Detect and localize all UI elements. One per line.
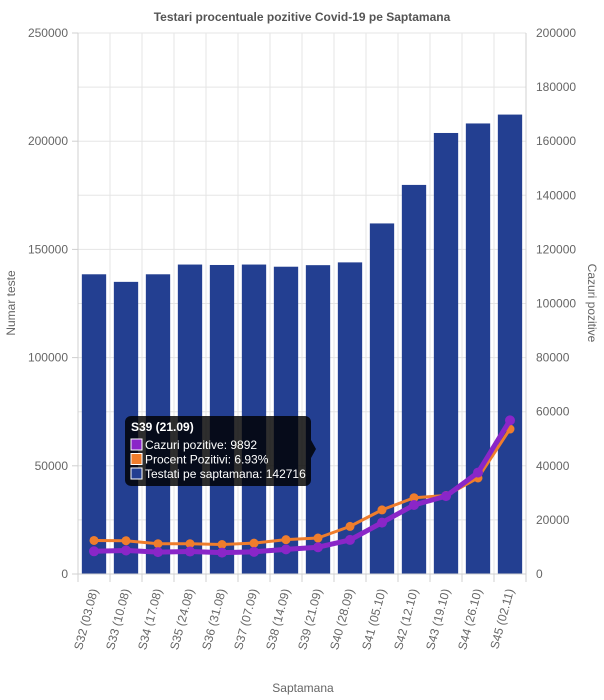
point-cazuri-6[interactable] bbox=[249, 546, 259, 557]
x-tick-label: S33 (10.08) bbox=[103, 587, 133, 651]
x-tick-label: S35 (24.08) bbox=[167, 587, 197, 651]
point-cazuri-8[interactable] bbox=[313, 542, 323, 553]
x-tick-label: S34 (17.08) bbox=[135, 587, 165, 651]
gridlines bbox=[77, 32, 527, 575]
point-procent-10[interactable] bbox=[377, 505, 387, 515]
y-right-tick-label: 180000 bbox=[536, 80, 576, 94]
point-cazuri-1[interactable] bbox=[89, 546, 99, 557]
bar-12[interactable] bbox=[433, 132, 459, 574]
tooltip-swatch bbox=[130, 453, 143, 465]
y-right-tick-label: 160000 bbox=[536, 134, 576, 148]
point-procent-6[interactable] bbox=[249, 538, 259, 548]
y-left-tick-label: 150000 bbox=[28, 242, 68, 256]
bar-1[interactable] bbox=[81, 274, 107, 574]
tooltip-title: S39 (21.09) bbox=[131, 420, 194, 434]
x-tick-label: S37 (07.09) bbox=[231, 587, 261, 651]
y-axis-left-title: Numar teste bbox=[4, 270, 18, 336]
line-cazuri-pozitive[interactable] bbox=[91, 417, 513, 556]
y-left-tick-label: 250000 bbox=[28, 26, 68, 40]
point-cazuri-11[interactable] bbox=[409, 500, 419, 511]
tooltip-box bbox=[125, 416, 316, 486]
point-cazuri-7[interactable] bbox=[281, 544, 291, 555]
x-tick-label: S32 (03.08) bbox=[71, 587, 101, 651]
y-right-tick-label: 40000 bbox=[536, 459, 570, 473]
point-cazuri-10[interactable] bbox=[377, 517, 387, 528]
y-right-tick-label: 200000 bbox=[536, 26, 576, 40]
x-tick-label: S42 (12.10) bbox=[391, 587, 421, 651]
x-tick-label: S36 (31.08) bbox=[199, 587, 229, 651]
point-procent-1[interactable] bbox=[89, 535, 99, 545]
point-procent-5[interactable] bbox=[217, 540, 227, 550]
tooltip-line: Testati pe saptamana: 142716 bbox=[145, 467, 306, 481]
point-procent-4[interactable] bbox=[185, 539, 195, 549]
x-tick-label: S43 (19.10) bbox=[423, 587, 453, 651]
y-left-tick-label: 50000 bbox=[35, 459, 69, 473]
point-procent-8[interactable] bbox=[313, 533, 323, 543]
x-tick-label: S44 (26.10) bbox=[455, 587, 485, 651]
point-cazuri-9[interactable] bbox=[345, 534, 355, 545]
y-right-tick-label: 0 bbox=[536, 567, 543, 581]
x-tick-label: S38 (14.09) bbox=[263, 587, 293, 651]
x-tick-label: S45 (02.11) bbox=[487, 587, 517, 650]
tooltip-line: Cazuri pozitive: 9892 bbox=[145, 438, 257, 452]
chart-title: Testari procentuale pozitive Covid-19 pe… bbox=[154, 10, 451, 24]
y-right-tick-label: 120000 bbox=[536, 242, 576, 256]
bar-13[interactable] bbox=[465, 123, 491, 574]
point-cazuri-12[interactable] bbox=[441, 491, 451, 502]
bar-14[interactable] bbox=[497, 114, 523, 575]
point-cazuri-2[interactable] bbox=[121, 545, 131, 556]
x-tick-label: S40 (28.09) bbox=[327, 587, 357, 651]
y-right-tick-label: 100000 bbox=[536, 297, 576, 311]
line-series[interactable] bbox=[89, 415, 515, 558]
y-left-tick-label: 100000 bbox=[28, 351, 68, 365]
point-procent-7[interactable] bbox=[281, 535, 291, 545]
y-right-tick-label: 60000 bbox=[536, 405, 570, 419]
bar-11[interactable] bbox=[401, 184, 427, 575]
point-procent-9[interactable] bbox=[345, 521, 355, 531]
point-procent-3[interactable] bbox=[153, 539, 163, 549]
tooltip-line: Procent Pozitivi: 6.93% bbox=[145, 453, 269, 467]
y-left-tick-label: 0 bbox=[61, 567, 68, 581]
point-cazuri-13[interactable] bbox=[473, 467, 483, 478]
tooltip: S39 (21.09) Cazuri pozitive: 9892Procent… bbox=[125, 416, 316, 486]
x-axis-title: Saptamana bbox=[272, 681, 334, 695]
point-procent-2[interactable] bbox=[121, 536, 131, 546]
point-cazuri-5[interactable] bbox=[217, 547, 227, 558]
x-tick-label: S39 (21.09) bbox=[295, 587, 325, 651]
point-cazuri-4[interactable] bbox=[185, 546, 195, 557]
y-right-tick-label: 80000 bbox=[536, 351, 570, 365]
x-tick-label: S41 (05.10) bbox=[359, 587, 389, 651]
y-right-tick-label: 140000 bbox=[536, 188, 576, 202]
point-procent-11[interactable] bbox=[409, 493, 419, 503]
tooltip-swatch bbox=[130, 438, 143, 451]
tooltip-swatch bbox=[130, 467, 143, 480]
point-cazuri-3[interactable] bbox=[153, 547, 163, 558]
y-right-tick-label: 20000 bbox=[536, 513, 570, 527]
y-left-tick-label: 200000 bbox=[28, 134, 68, 148]
point-cazuri-14[interactable] bbox=[505, 415, 515, 426]
y-axis-right-title: Cazuri pozitive bbox=[585, 264, 599, 343]
